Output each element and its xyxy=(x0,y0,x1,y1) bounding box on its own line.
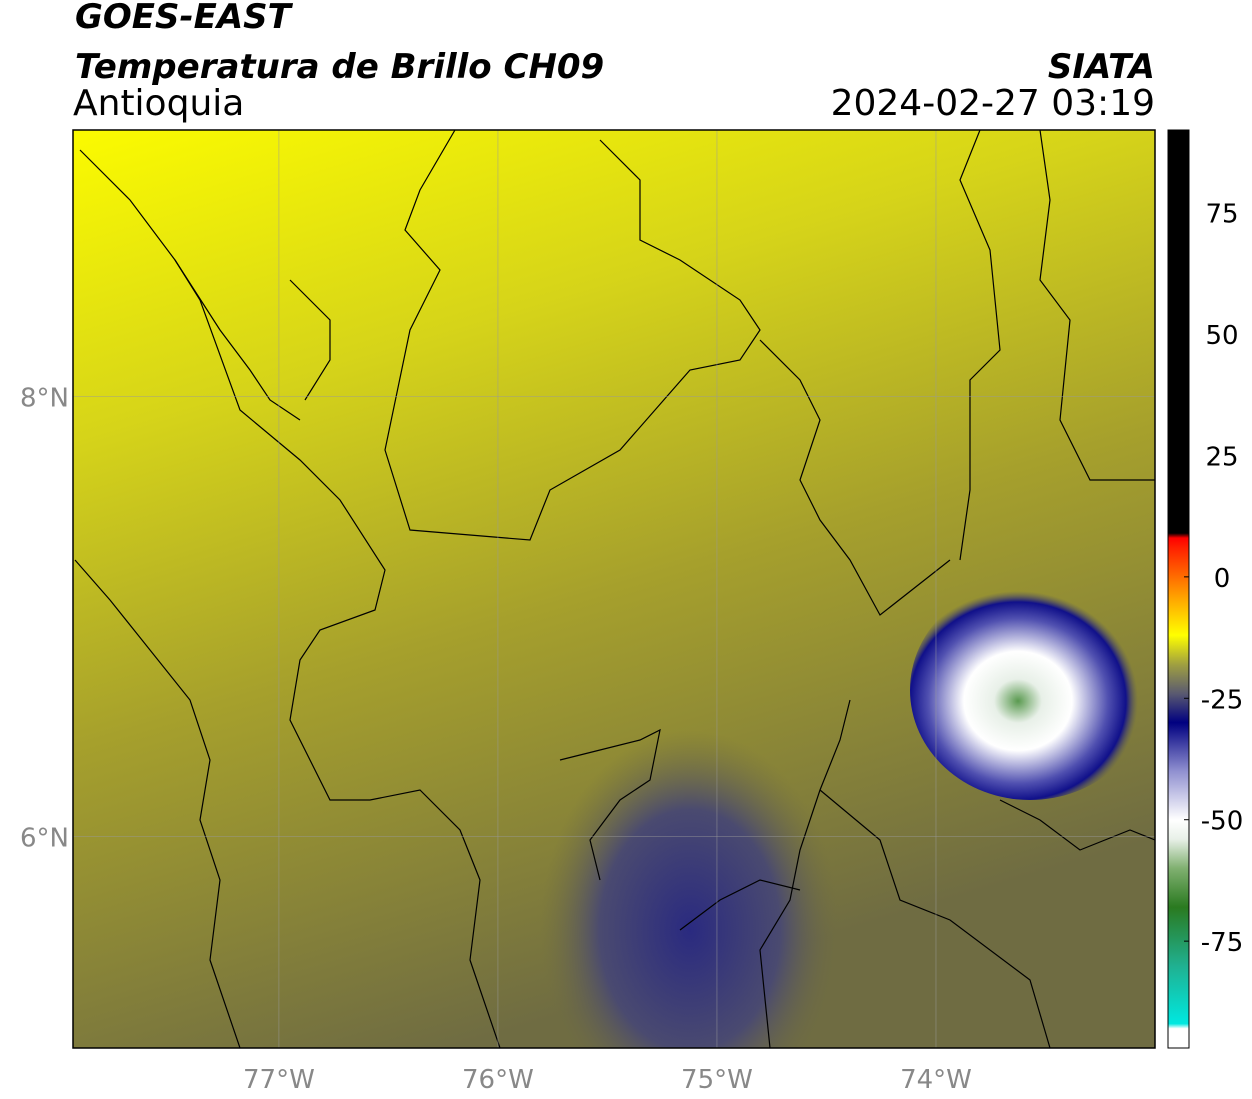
title: GOES-EAST xyxy=(75,0,294,37)
subtitle: Temperatura de Brillo CH09 xyxy=(75,47,604,87)
y-tick-label: 8°N xyxy=(20,383,69,413)
source: SIATA xyxy=(1048,47,1155,87)
x-tick-label: 76°W xyxy=(462,1065,534,1095)
grid: 77°W 76°W 75°W 74°W 8°N 6°N xyxy=(20,130,1155,1095)
colorbar-tick-label: 50 xyxy=(1205,321,1238,351)
x-tick-label: 74°W xyxy=(900,1065,972,1095)
colorbar-tick-label: 0 xyxy=(1214,564,1231,594)
colorbar-tick-label: 25 xyxy=(1205,442,1238,472)
colorbar-tick-label: 75 xyxy=(1205,200,1238,230)
datetime: 2024-02-27 03:19 xyxy=(831,83,1155,124)
borders xyxy=(74,130,1155,1048)
x-tick-label: 77°W xyxy=(243,1065,315,1095)
region: Antioquia xyxy=(73,83,244,124)
colorbar-bar xyxy=(1167,129,1190,1049)
map-frame xyxy=(72,129,1156,1049)
x-tick-label: 75°W xyxy=(681,1065,753,1095)
colorbar-tick-label: -50 xyxy=(1201,807,1243,837)
colorbar-tick-label: -25 xyxy=(1201,685,1243,715)
cold-area xyxy=(540,730,840,1048)
colorbar-tick-label: -75 xyxy=(1201,928,1243,958)
y-tick-label: 6°N xyxy=(20,824,69,854)
map xyxy=(73,130,1155,1048)
storm-cloud xyxy=(910,580,1150,800)
colorbar: 75 50 25 0 -25 -50 -75 xyxy=(1167,129,1243,1049)
